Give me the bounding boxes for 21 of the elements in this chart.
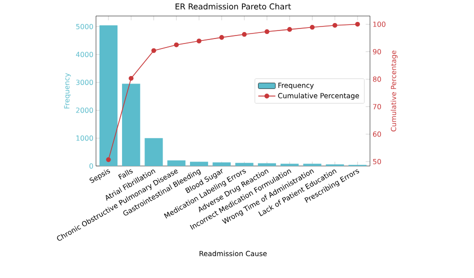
point [287, 27, 292, 32]
bar [212, 162, 231, 166]
point [106, 157, 111, 162]
point [264, 29, 270, 34]
bar [144, 138, 163, 166]
point [355, 22, 360, 27]
point [196, 38, 202, 44]
bar [190, 162, 208, 166]
point [332, 22, 338, 28]
bar [122, 84, 140, 166]
point [219, 35, 224, 40]
bar [99, 25, 118, 166]
bar [167, 160, 186, 166]
bar [258, 163, 276, 166]
point [128, 76, 134, 81]
chart-title: ER Readmission Pareto Chart [176, 3, 291, 10]
point [174, 42, 179, 48]
point [242, 32, 247, 37]
point [151, 48, 156, 54]
point [310, 24, 315, 30]
bar [235, 162, 254, 166]
